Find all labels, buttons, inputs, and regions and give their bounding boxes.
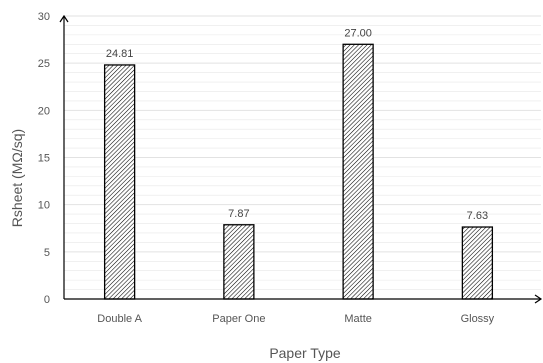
y-tick-label: 20 [38, 105, 50, 117]
x-tick-label: Matte [344, 313, 372, 325]
x-tick-label: Paper One [212, 313, 265, 325]
y-axis-arrow [59, 14, 69, 23]
bar-0 [103, 64, 136, 300]
y-axis-title: Rsheet (MΩ/sq) [9, 129, 25, 227]
x-tick-labels: Double A Paper One Matte Glossy [97, 313, 494, 325]
y-tick-label: 15 [38, 153, 50, 165]
data-labels: 24.81 7.87 27.00 7.63 [106, 27, 488, 222]
y-tick-label: 30 [38, 11, 50, 23]
x-axis-title: Paper Type [269, 345, 341, 361]
data-label: 27.00 [344, 27, 372, 39]
y-tick-label: 0 [44, 294, 50, 306]
x-axis-arrow [534, 294, 543, 304]
bar-3 [461, 226, 494, 300]
axes [59, 14, 543, 304]
y-tick-labels: 0 5 10 15 20 25 30 [38, 11, 50, 306]
y-tick-label: 5 [44, 247, 50, 259]
y-tick-label: 25 [38, 58, 50, 70]
gridlines [64, 15, 541, 290]
x-tick-label: Double A [97, 313, 142, 325]
bar-2 [342, 43, 374, 300]
y-tick-label: 10 [38, 200, 50, 212]
data-label: 24.81 [106, 48, 134, 60]
bar-1 [223, 224, 255, 300]
bars [103, 43, 494, 300]
x-tick-label: Glossy [461, 313, 495, 325]
data-label: 7.63 [467, 210, 488, 222]
data-label: 7.87 [228, 208, 249, 220]
